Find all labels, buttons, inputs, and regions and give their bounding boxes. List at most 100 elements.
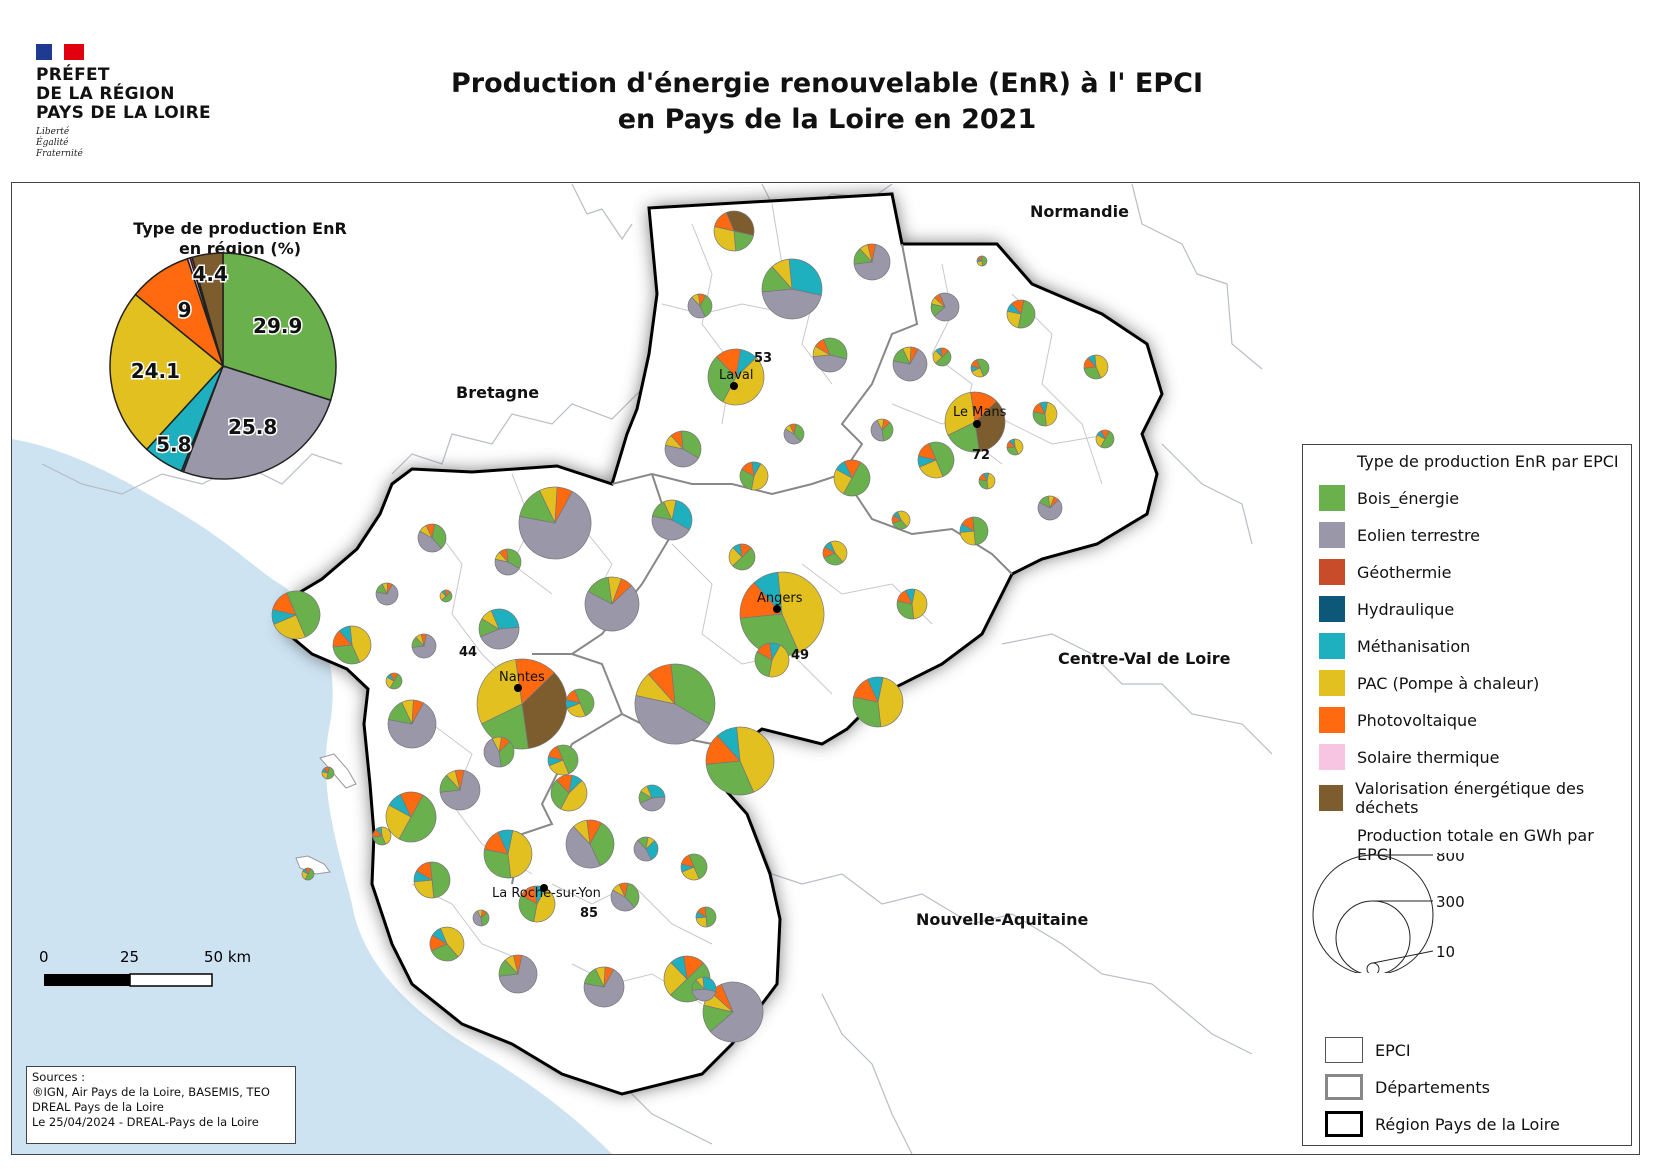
legend-size-circles: 800 300 10 [1312, 853, 1465, 973]
epci-pie-45-slice-0 [574, 688, 595, 717]
epci-pie-55-slice-3 [640, 785, 653, 799]
pie-label-5: 9 [178, 298, 192, 322]
epci-pie-69-slice-3 [683, 955, 704, 980]
page-title-line2: en Pays de la Loire en 2021 [617, 104, 1037, 135]
size-leader-10 [1372, 950, 1434, 964]
epci-pie-29-slice-0 [732, 547, 756, 571]
size-label-300: 300 [1436, 893, 1465, 911]
french-flag-icon [36, 44, 84, 60]
epci-pie-41-slice-1 [332, 644, 361, 665]
legend-swatch-hydraulique [1319, 596, 1345, 622]
region-label-bretagne: Bretagne [456, 383, 539, 402]
epci-pie-32-slice-0 [911, 588, 928, 620]
epci-pie-36-slice-3 [498, 548, 509, 564]
pie-slice-4 [109, 293, 225, 451]
scale-bar-white [129, 973, 213, 987]
legend-item-methanisation: Méthanisation [1319, 633, 1470, 659]
legend-label-dechets: Valorisation énergétique des déchets [1355, 779, 1585, 817]
cities: Laval Le Mans Angers Nantes La Roche-sur… [492, 368, 1007, 901]
epci-pie-31-slice-0 [777, 571, 825, 653]
epci-pie-19-slice-1 [947, 421, 980, 453]
epci-pie-40-slice-3 [272, 592, 297, 616]
legend-boundary-departements: Départements [1319, 1074, 1490, 1100]
epci-pie-17-slice-0 [1044, 401, 1058, 427]
epci-pie-22-slice-0 [986, 472, 996, 490]
epci-pie-4-slice-3 [735, 349, 757, 379]
legend-label-photovoltaique: Photovoltaique [1357, 710, 1478, 730]
legend-label-methanisation: Méthanisation [1357, 636, 1471, 656]
epci-pie-59-slice-1 [633, 839, 652, 862]
epci-pie-14-slice-3 [940, 347, 949, 358]
epci-pie-73-slice-0 [304, 868, 315, 881]
dept-code-85: 85 [580, 906, 598, 921]
sources-line-3: DREAL Pays de la Loire [32, 1100, 164, 1114]
epci-pie-39-slice-0 [441, 591, 453, 603]
epci-pie-60-slice-3 [680, 854, 695, 868]
dept-code-49: 49 [791, 648, 809, 663]
epci-pie-37-slice-1 [417, 530, 442, 553]
legend-item-pac: PAC (Pompe à chaleur) [1319, 670, 1539, 696]
legend-label-hydraulique: Hydraulique [1357, 599, 1455, 619]
epci-pie-35-slice-0 [490, 608, 520, 630]
epci-pie-32-slice-1 [896, 600, 915, 620]
epci-pie-41-slice-3 [338, 625, 353, 647]
epci-pie-70-slice-0 [709, 981, 764, 1043]
epci-pie-65-slice-3 [431, 927, 448, 945]
motto-fraternite: Fraternité [36, 149, 83, 159]
sources-line-4: Le 25/04/2024 - DREAL-Pays de la Loire [32, 1115, 259, 1129]
legend-label-region: Région Pays de la Loire [1375, 1114, 1560, 1134]
epci-pie-65-slice-1 [430, 943, 459, 962]
epci-pie-61-slice-3 [415, 861, 433, 881]
legend-label-epci: EPCI [1375, 1040, 1411, 1060]
epci-pie-34-slice-0 [584, 584, 640, 632]
epci-pie-12-slice-3 [1011, 299, 1025, 315]
epci-pie-10-slice-3 [934, 293, 946, 308]
epci-pie-34-slice-3 [611, 578, 632, 605]
epci-pie-24-slice-0 [1037, 499, 1063, 521]
epci-pie-49-slice-0 [498, 741, 515, 768]
epci-pie-66-slice-3 [696, 906, 707, 918]
legend-item-solaire: Solaire thermique [1319, 744, 1500, 770]
epci-pie-0-slice-0 [725, 210, 755, 236]
epci-pie-44-slice-3 [515, 658, 555, 705]
epci-pie-44-slice-2 [476, 659, 523, 725]
epci-pie-30-slice-0 [829, 540, 848, 563]
epci-pie-0-slice-2 [713, 226, 737, 252]
scale-label-50: 50 km [204, 948, 251, 966]
epci-pie-50-slice-0 [556, 744, 579, 775]
epci-pie-36-slice-0 [506, 548, 522, 570]
legend-label-eolien: Eolien terrestre [1357, 525, 1481, 545]
epci-pie-9-slice-3 [881, 418, 891, 432]
epci-pie-62-slice-1 [610, 889, 635, 912]
department-codes: 53 72 49 44 85 [459, 351, 990, 921]
epci-pie-56-slice-0 [380, 826, 392, 845]
epci-pie-8-slice-3 [751, 461, 762, 478]
epci-pie-23-slice-3 [843, 459, 862, 479]
pie-label-8: 4.4 [193, 262, 228, 286]
city-label-angers: Angers [757, 591, 803, 606]
legend-boundary-region: Région Pays de la Loire [1319, 1111, 1560, 1137]
legend-swatch-departements [1325, 1074, 1363, 1100]
scale-bar: 0 25 50 km [39, 948, 251, 987]
epci-pie-20-slice-3 [918, 442, 937, 461]
epci-pie-1-slice-1 [761, 288, 822, 320]
epci-pie-27-slice-1 [651, 515, 690, 541]
epci-pie-26-slice-3 [961, 516, 975, 532]
pie-slice-0 [222, 252, 337, 402]
epci-pie-17-slice-3 [1039, 401, 1048, 416]
epci-pie-19-slice-2 [944, 391, 976, 436]
epci-pie-22-slice-3 [983, 472, 990, 483]
legend-item-hydraulique: Hydraulique [1319, 596, 1454, 622]
epci-pie-40-slice-0 [286, 590, 321, 638]
legend-swatch-eolien [1319, 522, 1345, 548]
epci-pie-4-slice-0 [722, 356, 765, 406]
epci-pie-7-slice-3 [789, 423, 797, 436]
epci-pie-40-slice-1 [273, 614, 306, 640]
size-label-10: 10 [1436, 943, 1455, 961]
city-label-nantes: Nantes [499, 670, 545, 685]
epci-pie-72-slice-3 [323, 766, 330, 774]
epci-pie-1-slice-3 [771, 258, 793, 291]
epci-pie-42-slice-3 [420, 633, 427, 647]
page-title-line1: Production d'énergie renouvelable (EnR) … [450, 68, 1204, 99]
scale-label-0: 0 [39, 948, 49, 966]
